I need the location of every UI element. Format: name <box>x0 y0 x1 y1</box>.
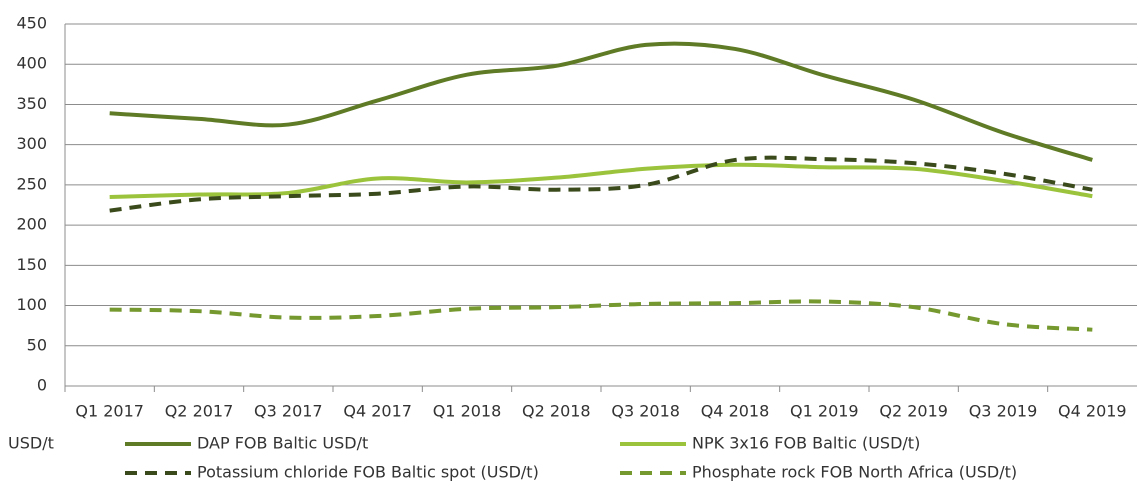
series-line <box>109 41 1093 162</box>
x-tick-label: Q4 2017 <box>343 402 412 421</box>
x-tick-label: Q4 2018 <box>701 402 770 421</box>
series-line <box>109 162 1093 199</box>
x-tick-label: Q2 2017 <box>165 402 234 421</box>
series-line <box>109 155 1093 213</box>
y-tick-label: 200 <box>16 215 47 234</box>
x-tick-label: Q2 2018 <box>522 402 591 421</box>
y-tick-label: 350 <box>16 94 47 113</box>
x-tick-label: Q2 2019 <box>879 402 948 421</box>
y-tick-label: 100 <box>16 295 47 314</box>
x-tick-label: Q3 2017 <box>254 402 323 421</box>
y-tick-label: 50 <box>27 335 47 354</box>
x-tick-label: Q3 2018 <box>611 402 680 421</box>
x-tick-label: Q3 2019 <box>969 402 1038 421</box>
x-tick-label: Q1 2017 <box>75 402 144 421</box>
x-tick-label: Q1 2019 <box>790 402 859 421</box>
y-tick-label: 300 <box>16 134 47 153</box>
x-tick-label: Q4 2019 <box>1058 402 1127 421</box>
y-tick-label: 400 <box>16 54 47 73</box>
legend-label: DAP FOB Baltic USD/t <box>197 434 368 453</box>
legend-label: NPK 3x16 FOB Baltic (USD/t) <box>692 434 920 453</box>
legend-label: Phosphate rock FOB North Africa (USD/t) <box>692 463 1017 482</box>
legend-label: Potassium chloride FOB Baltic spot (USD/… <box>197 463 539 482</box>
unit-label: USD/t <box>8 434 54 453</box>
y-tick-label: 150 <box>16 255 47 274</box>
series-line <box>109 299 1093 332</box>
y-tick-label: 450 <box>16 14 47 33</box>
y-tick-label: 250 <box>16 174 47 193</box>
x-tick-label: Q1 2018 <box>433 402 502 421</box>
y-tick-label: 0 <box>37 376 47 395</box>
